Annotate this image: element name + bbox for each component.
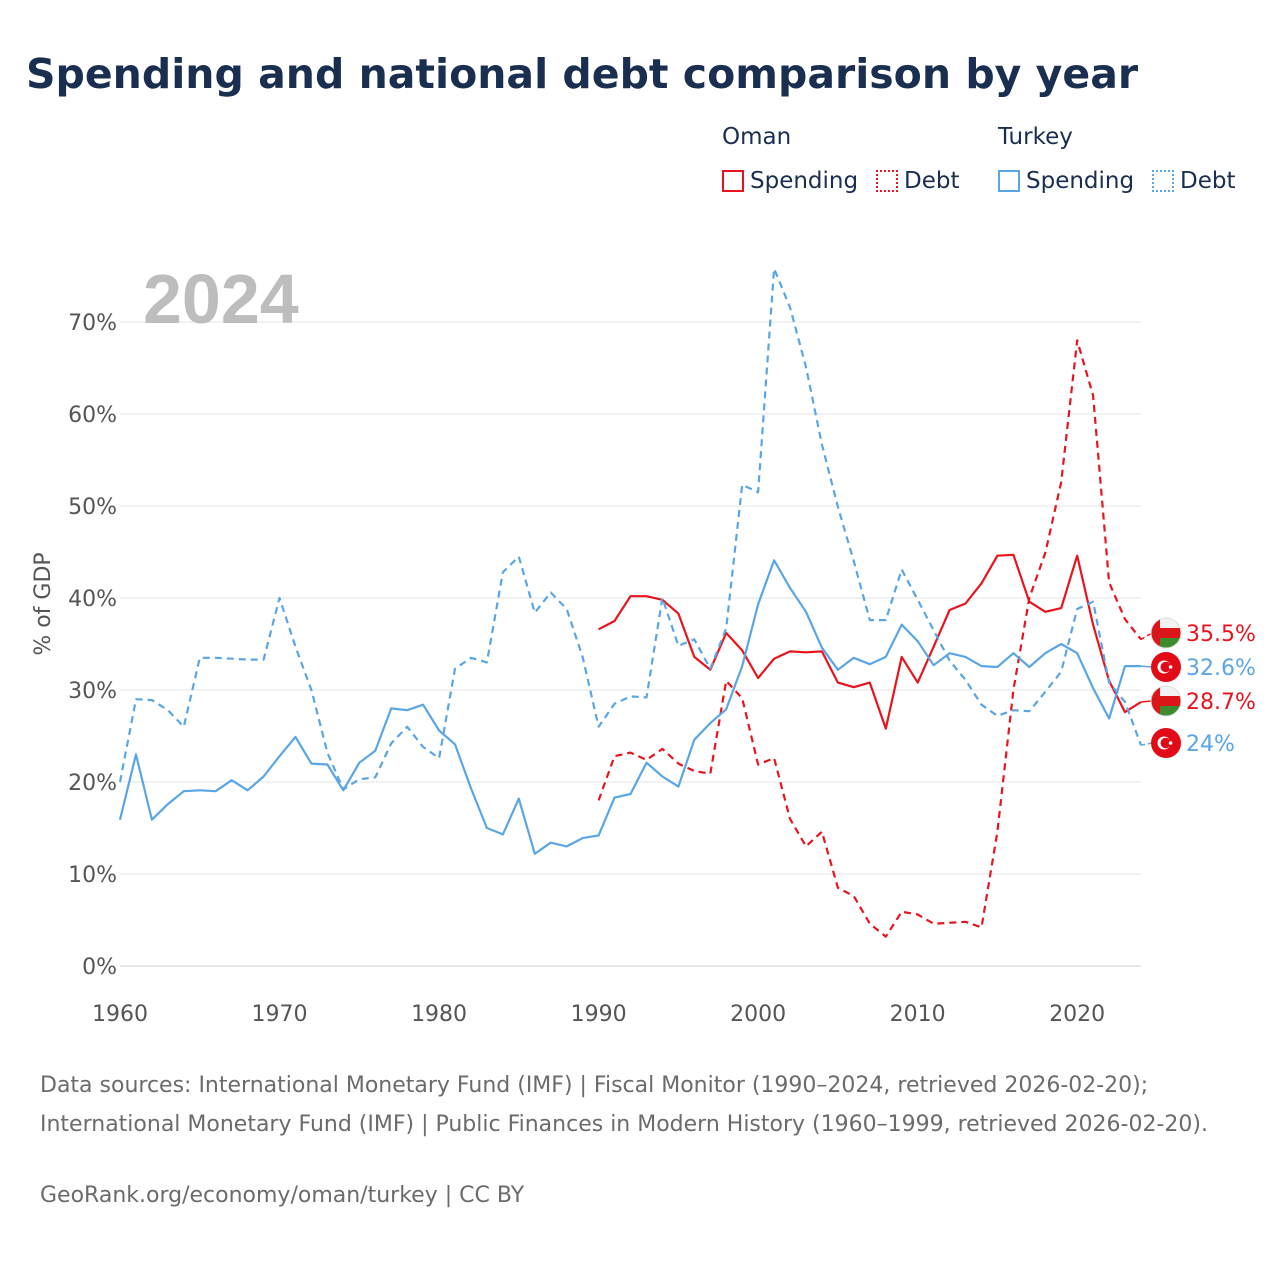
turkey-flag-icon	[1151, 728, 1181, 758]
line-chart: 0% 10% 20% 30% 40% 50% 60% 70% 1960 1970 1980 1990 2…	[31, 260, 1256, 1027]
y-tick-label: 40%	[68, 587, 117, 612]
y-tick-label: 10%	[68, 863, 117, 888]
series-turkey-spending[interactable]	[118, 559, 1141, 855]
y-tick-label: 0%	[82, 955, 117, 980]
end-label-connector	[1140, 665, 1153, 668]
end-value-label: 35.5%	[1186, 622, 1256, 647]
legend-label-oman-debt: Debt	[904, 168, 960, 194]
x-tick-label: 1980	[411, 1002, 467, 1027]
legend-turkey-debt[interactable]: Debt	[1152, 166, 1235, 196]
legend-label-turkey-debt: Debt	[1180, 168, 1236, 194]
x-tick-label: 1990	[571, 1002, 627, 1027]
series-turkey-debt[interactable]	[118, 267, 1143, 791]
y-tick-label: 30%	[68, 679, 117, 704]
x-tick-label: 2010	[890, 1002, 946, 1027]
x-tick-label: 2000	[730, 1002, 786, 1027]
legend-label-turkey-spending: Spending	[1026, 168, 1135, 194]
y-tick-label: 20%	[68, 771, 117, 796]
legend-swatch-oman-spending	[722, 170, 744, 192]
x-tick-label: 1960	[92, 1002, 148, 1027]
legend-swatch-oman-debt	[876, 170, 898, 192]
end-value-label: 24%	[1186, 732, 1235, 757]
series-oman-spending[interactable]	[598, 553, 1142, 730]
y-tick-label: 60%	[68, 403, 117, 428]
chart-title: Spending and national debt comparison by…	[26, 50, 1139, 98]
end-value-label: 32.6%	[1186, 656, 1256, 681]
legend-swatch-turkey-spending	[998, 170, 1020, 192]
data-sources: Data sources: International Monetary Fun…	[40, 1073, 1208, 1137]
legend-group-turkey: Turkey	[998, 124, 1073, 150]
x-tick-label: 2020	[1049, 1002, 1105, 1027]
end-value-label: 28.7%	[1186, 690, 1256, 715]
end-label-connector	[1140, 700, 1153, 703]
series-oman-debt[interactable]	[597, 339, 1142, 938]
oman-flag-icon	[1150, 685, 1182, 717]
oman-flag-icon	[1150, 617, 1182, 649]
year-watermark: 2024	[143, 260, 299, 338]
legend-group-oman: Oman	[722, 124, 792, 150]
credit-link[interactable]: GeoRank.org/economy/oman/turkey | CC BY	[40, 1183, 525, 1208]
x-tick-label: 1970	[252, 1002, 308, 1027]
legend-swatch-turkey-debt	[1152, 170, 1174, 192]
legend-label-oman-spending: Spending	[750, 168, 859, 194]
end-label-connector	[1140, 632, 1153, 641]
y-tick-label: 50%	[68, 495, 117, 520]
y-axis-label: % of GDP	[31, 552, 56, 655]
legend-oman-debt[interactable]: Debt	[876, 166, 959, 196]
y-tick-label: 70%	[68, 311, 117, 336]
end-label-connector	[1140, 742, 1153, 746]
turkey-flag-icon	[1151, 652, 1181, 682]
legend-oman-spending[interactable]: Spending	[722, 166, 858, 196]
legend-turkey-spending[interactable]: Spending	[998, 166, 1134, 196]
